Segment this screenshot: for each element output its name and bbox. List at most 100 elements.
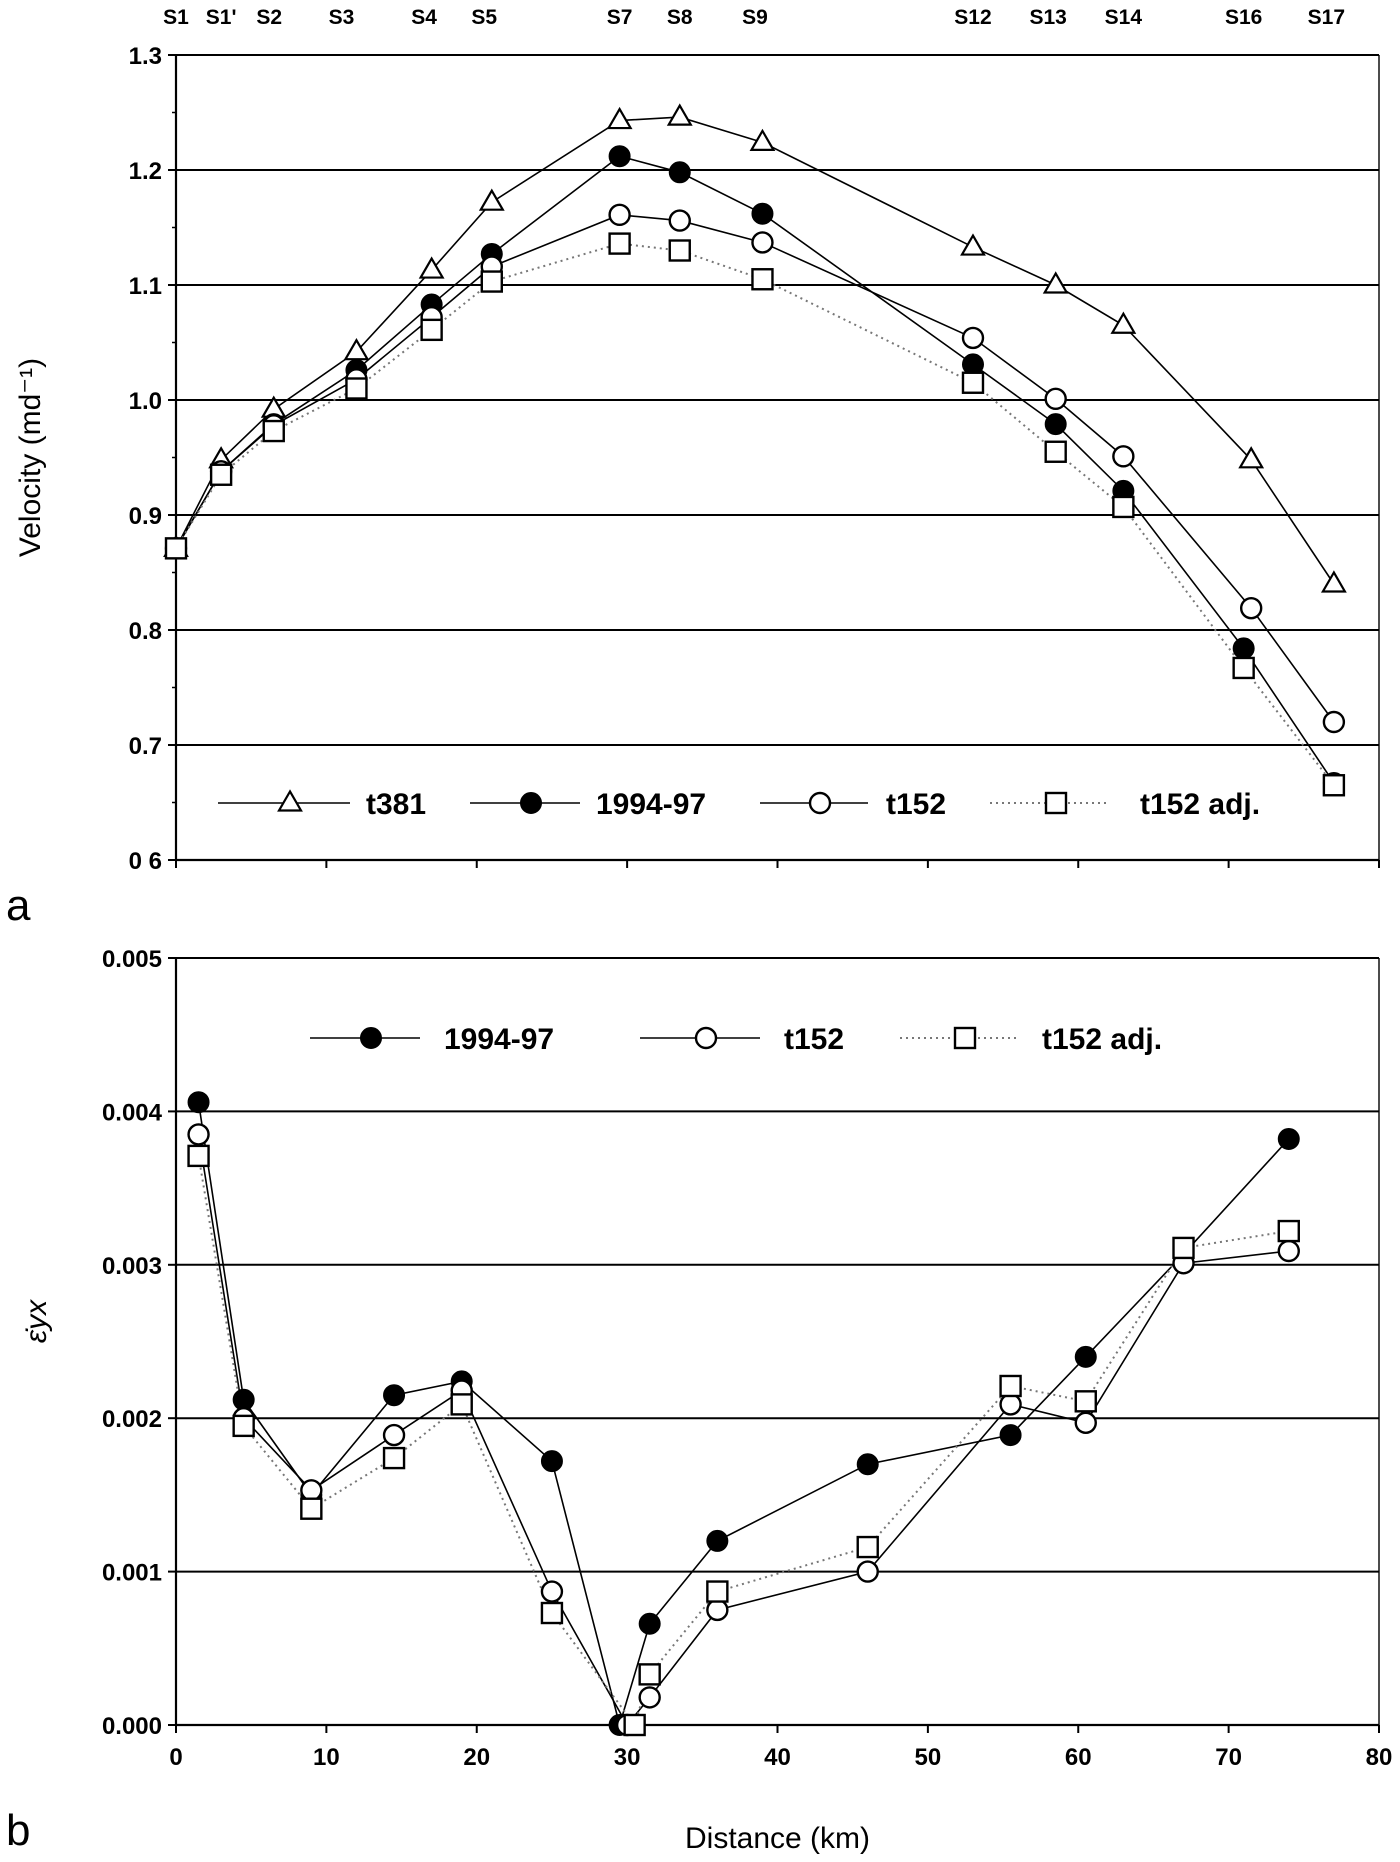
data-point-199497 [383,1384,406,1407]
data-point-t152 [1239,596,1263,620]
data-point-t152adj [480,270,503,293]
legend-label: t152 [784,1023,844,1056]
legend-marker [953,1026,977,1050]
data-point-t152adj [420,318,443,342]
panel-a-label: a [6,881,31,930]
station-label: S3 [329,6,355,29]
series-line-t152 [175,214,1335,723]
y-tick-label: 1.0 [129,388,162,415]
y-tick-label: 0.7 [129,733,162,760]
data-point-t152adj [345,377,368,400]
data-point-t152 [999,1393,1022,1416]
legend-label: 1994-97 [444,1023,554,1056]
panel-b-label: b [6,1806,30,1855]
legend-marker [360,1027,382,1049]
velocity-chart: 0 6 0.7 0.8 0.9 1.0 1.1 1.2 1.3S1 S1' S2 S3 S4 S5 S7 S… [14,6,1380,875]
strain-rate-chart: 0.000 0.001 0.002 0.003 0.004 0.005 0 10 20 30 40 5… [20,946,1392,1855]
data-point-t152adj [999,1374,1022,1398]
y-tick-label: 0.003 [102,1253,162,1280]
x-tick-label: 40 [764,1744,791,1771]
data-point-199497 [187,1091,210,1114]
data-point-t152 [1277,1239,1300,1263]
x-tick-label: 70 [1215,1744,1242,1771]
y-tick-label: 0.004 [102,1099,163,1126]
series-line-t152adj [175,242,1335,786]
y-tick-label: 0.8 [129,618,162,645]
station-label: S9 [742,6,768,29]
data-point-t152adj [1232,656,1255,680]
x-tick-label: 10 [313,1744,340,1771]
y-tick-label: 0.002 [102,1406,162,1433]
y-tick-label: 1.2 [129,158,162,185]
station-label: S5 [471,6,497,29]
data-point-t152adj [540,1601,564,1625]
station-label: S1' [206,6,237,29]
data-point-199497 [1074,1345,1097,1368]
station-label: S8 [667,6,693,29]
data-point-t152 [1074,1411,1097,1435]
data-point-199497 [706,1529,729,1552]
legend-label: t152 adj. [1140,788,1260,821]
data-point-t152adj [706,1580,729,1603]
data-point-t152adj [623,1713,646,1737]
station-label: S1 [163,6,189,29]
y-tick-label: 0.9 [129,503,162,530]
series-line-t152 [197,1134,1289,1727]
x-tick-label: 60 [1065,1744,1092,1771]
data-point-199497 [638,1612,661,1635]
data-point-199497 [1277,1128,1300,1151]
data-point-t381 [1238,446,1265,469]
data-point-t381 [749,128,776,151]
legend-label: t152 [886,788,946,821]
data-point-t152adj [638,1663,661,1686]
series-line-t381 [175,116,1335,585]
data-point-t152adj [209,463,233,486]
data-point-t381 [606,106,633,130]
y-tick-label: 0.001 [102,1560,162,1587]
data-point-t152 [1044,387,1067,411]
data-point-t381 [478,188,505,211]
data-point-199497 [540,1450,563,1473]
series-line-199497 [197,1102,1290,1728]
y-axis-label: Velocity (md⁻¹) [14,358,47,557]
data-point-199497 [856,1453,879,1476]
x-tick-label: 50 [915,1744,942,1771]
data-point-t152 [706,1598,729,1622]
data-point-t152 [856,1560,879,1583]
data-point-t152 [300,1479,323,1502]
data-point-t152adj [164,537,188,560]
legend-marker [1044,791,1068,815]
x-tick-label: 30 [614,1744,641,1771]
legend-marker [520,792,542,814]
series-line-t152adj [197,1155,1289,1728]
y-tick-label: 0.000 [102,1713,162,1740]
data-point-t152adj [232,1414,255,1438]
station-label: S7 [607,6,633,29]
data-point-t152 [608,203,631,227]
station-label: S14 [1105,6,1143,29]
data-point-t152adj [751,268,774,291]
data-point-199497 [961,353,984,376]
y-axis-label: ε̇yx [20,1299,53,1343]
x-tick-label: 20 [463,1744,490,1771]
data-point-199497 [1232,637,1255,660]
data-point-t152adj [1322,774,1346,797]
y-tick-label: 1.1 [129,273,162,300]
station-label: S12 [954,6,991,29]
data-point-t152adj [1044,440,1067,463]
data-point-t152 [1112,445,1135,468]
data-point-t381 [1320,570,1347,593]
station-label: S16 [1225,6,1262,29]
station-label: S13 [1029,6,1066,29]
legend-marker [277,789,303,812]
station-label: S2 [256,6,282,29]
data-point-t381 [1042,271,1069,294]
data-point-t152 [540,1580,564,1603]
data-point-t152adj [187,1144,210,1168]
data-point-t152 [668,209,691,232]
legend-marker [694,1026,718,1050]
data-point-t381 [666,103,693,126]
series-line-199497 [175,155,1335,784]
data-point-t381 [960,233,986,256]
legend-label: t152 adj. [1042,1023,1162,1056]
